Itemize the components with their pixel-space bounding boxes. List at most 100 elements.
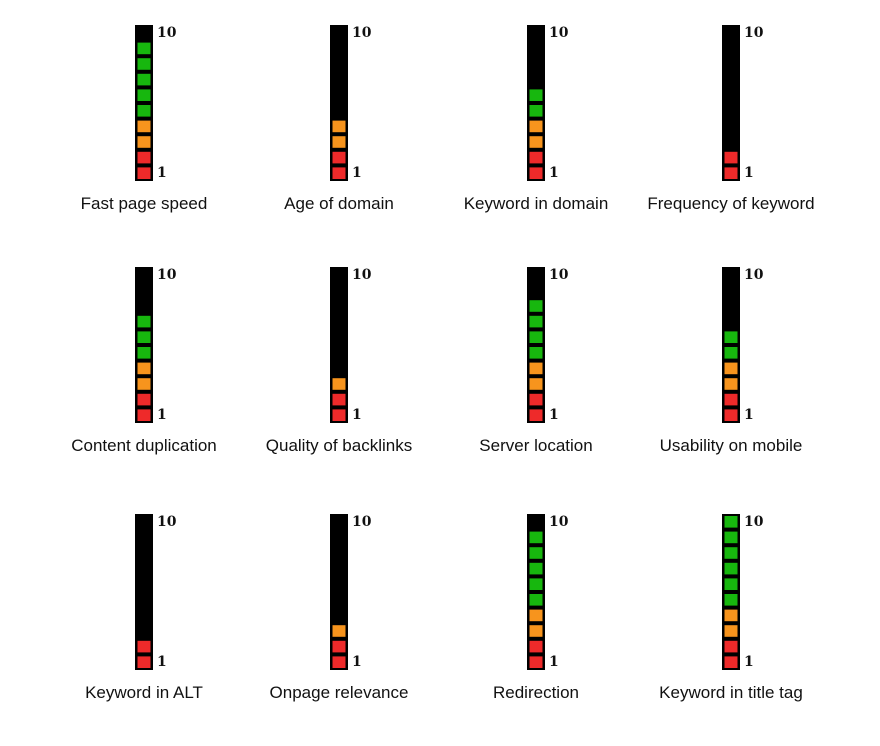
meter-segment bbox=[137, 640, 151, 653]
meter-segment bbox=[529, 89, 543, 101]
tick-label: 10 bbox=[744, 25, 764, 41]
meter: 1 10 Keyword in title tag bbox=[659, 514, 803, 702]
meter: 1 10 Onpage relevance bbox=[270, 514, 409, 702]
meter-label: Fast page speed bbox=[81, 194, 208, 213]
meter-segment bbox=[529, 562, 543, 575]
meter-segment bbox=[724, 625, 738, 637]
meter: 1 10 Fast page speed bbox=[81, 25, 208, 213]
meter-segment bbox=[724, 656, 738, 668]
meter-segment bbox=[137, 315, 151, 328]
meter-segment bbox=[724, 347, 738, 359]
meter-label: Keyword in domain bbox=[464, 194, 609, 213]
tick-label: 1 bbox=[157, 654, 167, 670]
tick-label: 10 bbox=[352, 514, 372, 530]
tick-label: 1 bbox=[549, 654, 559, 670]
meter-segment bbox=[724, 378, 738, 390]
tick-label: 1 bbox=[157, 407, 167, 423]
meter-segment bbox=[529, 120, 543, 133]
meter-segment bbox=[332, 625, 346, 637]
meter: 1 10 Redirection bbox=[493, 514, 579, 702]
tick-label: 10 bbox=[157, 514, 177, 530]
meter-label: Server location bbox=[479, 436, 592, 455]
meter-segment bbox=[137, 136, 151, 148]
meter-label: Frequency of keyword bbox=[647, 194, 814, 213]
meter-segment bbox=[724, 362, 738, 375]
meter-track bbox=[135, 514, 153, 670]
meter-segment bbox=[529, 315, 543, 328]
meter-segment bbox=[529, 151, 543, 164]
tick-label: 1 bbox=[744, 407, 754, 423]
meter-segment bbox=[332, 120, 346, 133]
meter-label: Age of domain bbox=[284, 194, 394, 213]
meter-label: Onpage relevance bbox=[270, 683, 409, 702]
meter-segment bbox=[529, 347, 543, 359]
meter-segment bbox=[137, 362, 151, 375]
meter-segment bbox=[137, 120, 151, 133]
meter-segment bbox=[529, 609, 543, 622]
meter-segment bbox=[529, 105, 543, 117]
meter-segment bbox=[137, 151, 151, 164]
tick-label: 1 bbox=[549, 165, 559, 181]
tick-label: 10 bbox=[744, 514, 764, 530]
meter-segment bbox=[724, 167, 738, 179]
meter-segment bbox=[332, 136, 346, 148]
meter-segment bbox=[137, 378, 151, 390]
meter-level bbox=[332, 625, 346, 668]
tick-label: 10 bbox=[157, 25, 177, 41]
meter-segment bbox=[137, 331, 151, 343]
meter-segment bbox=[724, 151, 738, 164]
meter-label: Usability on mobile bbox=[660, 436, 803, 455]
meter-segment bbox=[529, 640, 543, 653]
tick-label: 10 bbox=[352, 25, 372, 41]
tick-label: 10 bbox=[352, 267, 372, 283]
meter-segment bbox=[332, 640, 346, 653]
meter-segment bbox=[137, 393, 151, 406]
meter-segment bbox=[724, 609, 738, 622]
meter-segment bbox=[529, 594, 543, 606]
meter: 1 10 Server location bbox=[479, 267, 592, 455]
meter-segment bbox=[529, 578, 543, 590]
meter-level bbox=[724, 516, 738, 668]
meter-segment bbox=[724, 547, 738, 559]
meter-level bbox=[137, 315, 151, 421]
meter-segment bbox=[137, 42, 151, 55]
tick-label: 1 bbox=[744, 654, 754, 670]
tick-label: 1 bbox=[352, 165, 362, 181]
meter-label: Redirection bbox=[493, 683, 579, 702]
tick-label: 1 bbox=[744, 165, 754, 181]
meter-segment bbox=[724, 562, 738, 575]
meter-segment bbox=[529, 656, 543, 668]
tick-label: 10 bbox=[549, 267, 569, 283]
meter-label: Keyword in ALT bbox=[85, 683, 203, 702]
tick-label: 10 bbox=[549, 514, 569, 530]
meter-segment bbox=[529, 531, 543, 544]
meter-segment bbox=[724, 578, 738, 590]
meter-segment bbox=[529, 547, 543, 559]
meter-segment bbox=[529, 393, 543, 406]
meter-segment bbox=[332, 151, 346, 164]
tick-label: 1 bbox=[549, 407, 559, 423]
meter-segment bbox=[529, 362, 543, 375]
meter-segment bbox=[137, 167, 151, 179]
meter-segment bbox=[724, 594, 738, 606]
meter-segment bbox=[137, 409, 151, 421]
meter-segment bbox=[332, 378, 346, 390]
meter-level bbox=[137, 42, 151, 179]
tick-label: 1 bbox=[352, 654, 362, 670]
meter-level bbox=[137, 640, 151, 668]
meter-label: Quality of backlinks bbox=[266, 436, 412, 455]
meter-segment bbox=[529, 136, 543, 148]
meter: 1 10 Quality of backlinks bbox=[266, 267, 412, 455]
tick-label: 1 bbox=[352, 407, 362, 423]
tick-label: 10 bbox=[549, 25, 569, 41]
meter-level bbox=[529, 531, 543, 668]
tick-label: 10 bbox=[157, 267, 177, 283]
meter: 1 10 Frequency of keyword bbox=[647, 25, 814, 213]
meter: 1 10 Age of domain bbox=[284, 25, 394, 213]
meter-segment bbox=[332, 409, 346, 421]
meter-segment bbox=[137, 89, 151, 101]
meter-level bbox=[332, 120, 346, 179]
meter-segment bbox=[332, 393, 346, 406]
meter-track bbox=[722, 25, 740, 181]
